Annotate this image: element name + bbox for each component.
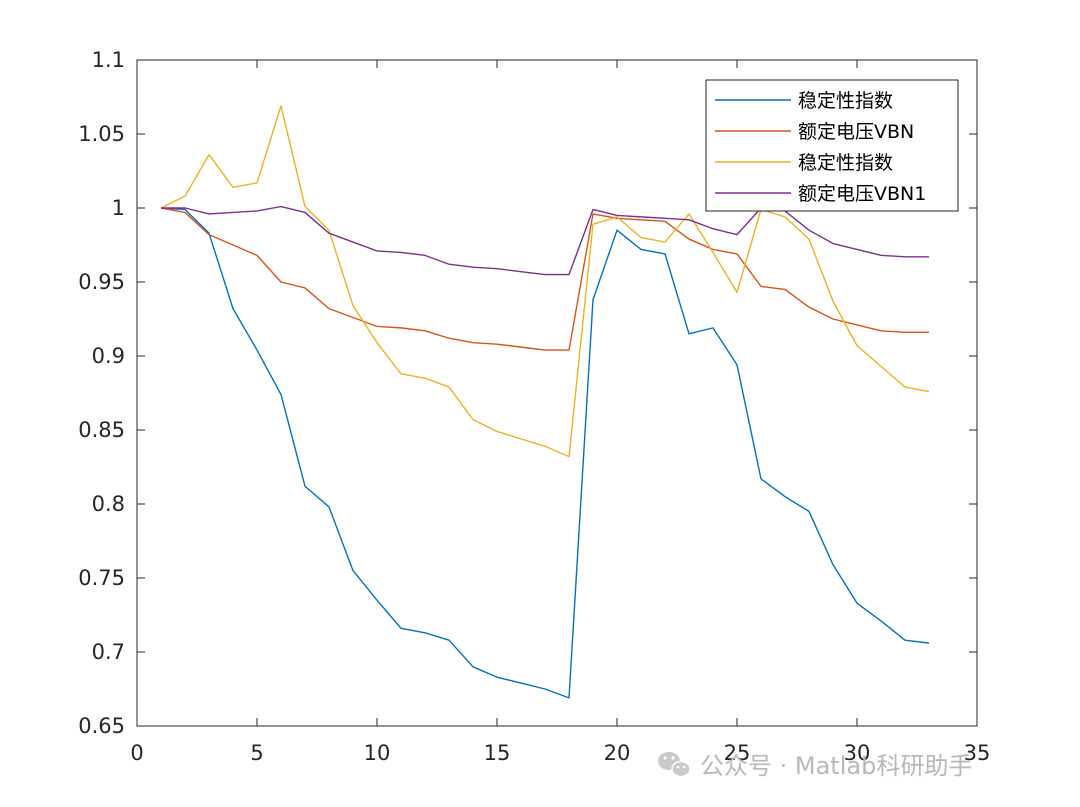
legend-label-4: 额定电压VBN1 [798,183,926,205]
y-tick-label: 0.65 [78,714,125,738]
watermark: 公众号 · Matlab科研助手 [658,752,972,780]
series-layer [160,105,930,699]
x-tick-label: 35 [964,741,991,765]
x-tick-label: 0 [130,741,143,765]
legend-label-2: 额定电压VBN [798,121,914,143]
y-tick-label: 0.95 [78,270,125,294]
series-line-1 [160,207,930,699]
x-tick-label: 15 [484,741,511,765]
y-tick-label: 0.8 [92,492,125,516]
x-tick-label: 30 [844,741,871,765]
legend-label-1: 稳定性指数 [798,90,893,112]
y-tick-label: 1.05 [78,122,125,146]
series-line-2 [160,207,929,351]
series-line-4 [161,205,929,276]
y-tick-label: 0.75 [78,566,125,590]
legend-box [705,79,959,212]
y-tick-label: 0.7 [92,640,125,664]
y-tick-label: 0.9 [92,344,125,368]
y-tick-label: 0.85 [78,418,125,442]
x-tick-label: 5 [250,741,263,765]
y-tick-label: 1 [112,196,125,220]
legend-label-3: 稳定性指数 [798,152,893,174]
watermark-text: 公众号 · Matlab科研助手 [700,752,972,780]
y-tick-label: 1.1 [92,48,125,72]
x-tick-label: 25 [724,741,751,765]
tick-layer: 0 5 10 15 20 25 30 35 0.65 0.7 0.75 0.8 0.85 0.9 0.95 1… [78,48,990,765]
series-line-3 [160,105,930,458]
x-tick-label: 20 [604,741,631,765]
axes-box [136,59,978,727]
x-tick-label: 10 [364,741,391,765]
wechat-icon [658,752,691,778]
